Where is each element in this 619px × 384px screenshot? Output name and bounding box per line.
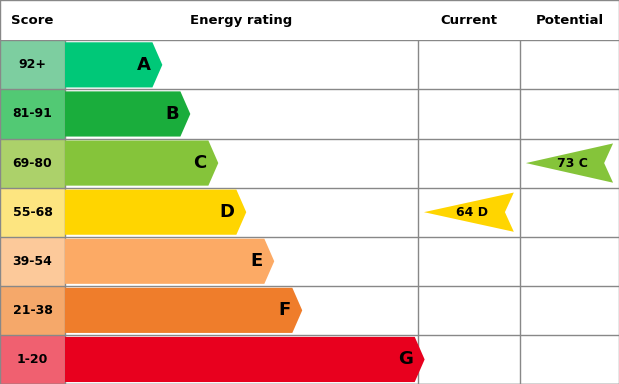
Bar [0, 40, 65, 89]
Text: 81-91: 81-91 [12, 108, 53, 121]
Text: F: F [278, 301, 290, 319]
Polygon shape [65, 190, 246, 235]
Polygon shape [424, 192, 514, 232]
Text: 39-54: 39-54 [12, 255, 53, 268]
Text: D: D [220, 203, 235, 221]
Text: Energy rating: Energy rating [190, 14, 293, 26]
Bar [0, 0, 619, 40]
Text: Score: Score [11, 14, 54, 26]
Text: Potential: Potential [535, 14, 604, 26]
Text: E: E [250, 252, 262, 270]
Polygon shape [65, 42, 162, 88]
Bar [0, 237, 65, 286]
Text: B: B [165, 105, 178, 123]
Text: Current: Current [440, 14, 498, 26]
Polygon shape [65, 91, 190, 137]
Text: 73 C: 73 C [557, 157, 588, 170]
Text: 92+: 92+ [19, 58, 46, 71]
Polygon shape [65, 337, 425, 382]
Bar [0, 335, 65, 384]
Bar [0, 139, 65, 188]
Bar [0, 286, 65, 335]
Polygon shape [526, 144, 613, 183]
Polygon shape [65, 288, 302, 333]
Text: 55-68: 55-68 [12, 206, 53, 218]
Text: A: A [137, 56, 150, 74]
Polygon shape [65, 239, 274, 284]
Text: 64 D: 64 D [456, 206, 488, 218]
Text: C: C [193, 154, 207, 172]
Text: 21-38: 21-38 [12, 304, 53, 317]
Text: G: G [398, 351, 413, 369]
Polygon shape [65, 141, 219, 185]
Bar [0, 89, 65, 139]
Text: 69-80: 69-80 [12, 157, 53, 170]
Bar [0, 188, 65, 237]
Text: 1-20: 1-20 [17, 353, 48, 366]
